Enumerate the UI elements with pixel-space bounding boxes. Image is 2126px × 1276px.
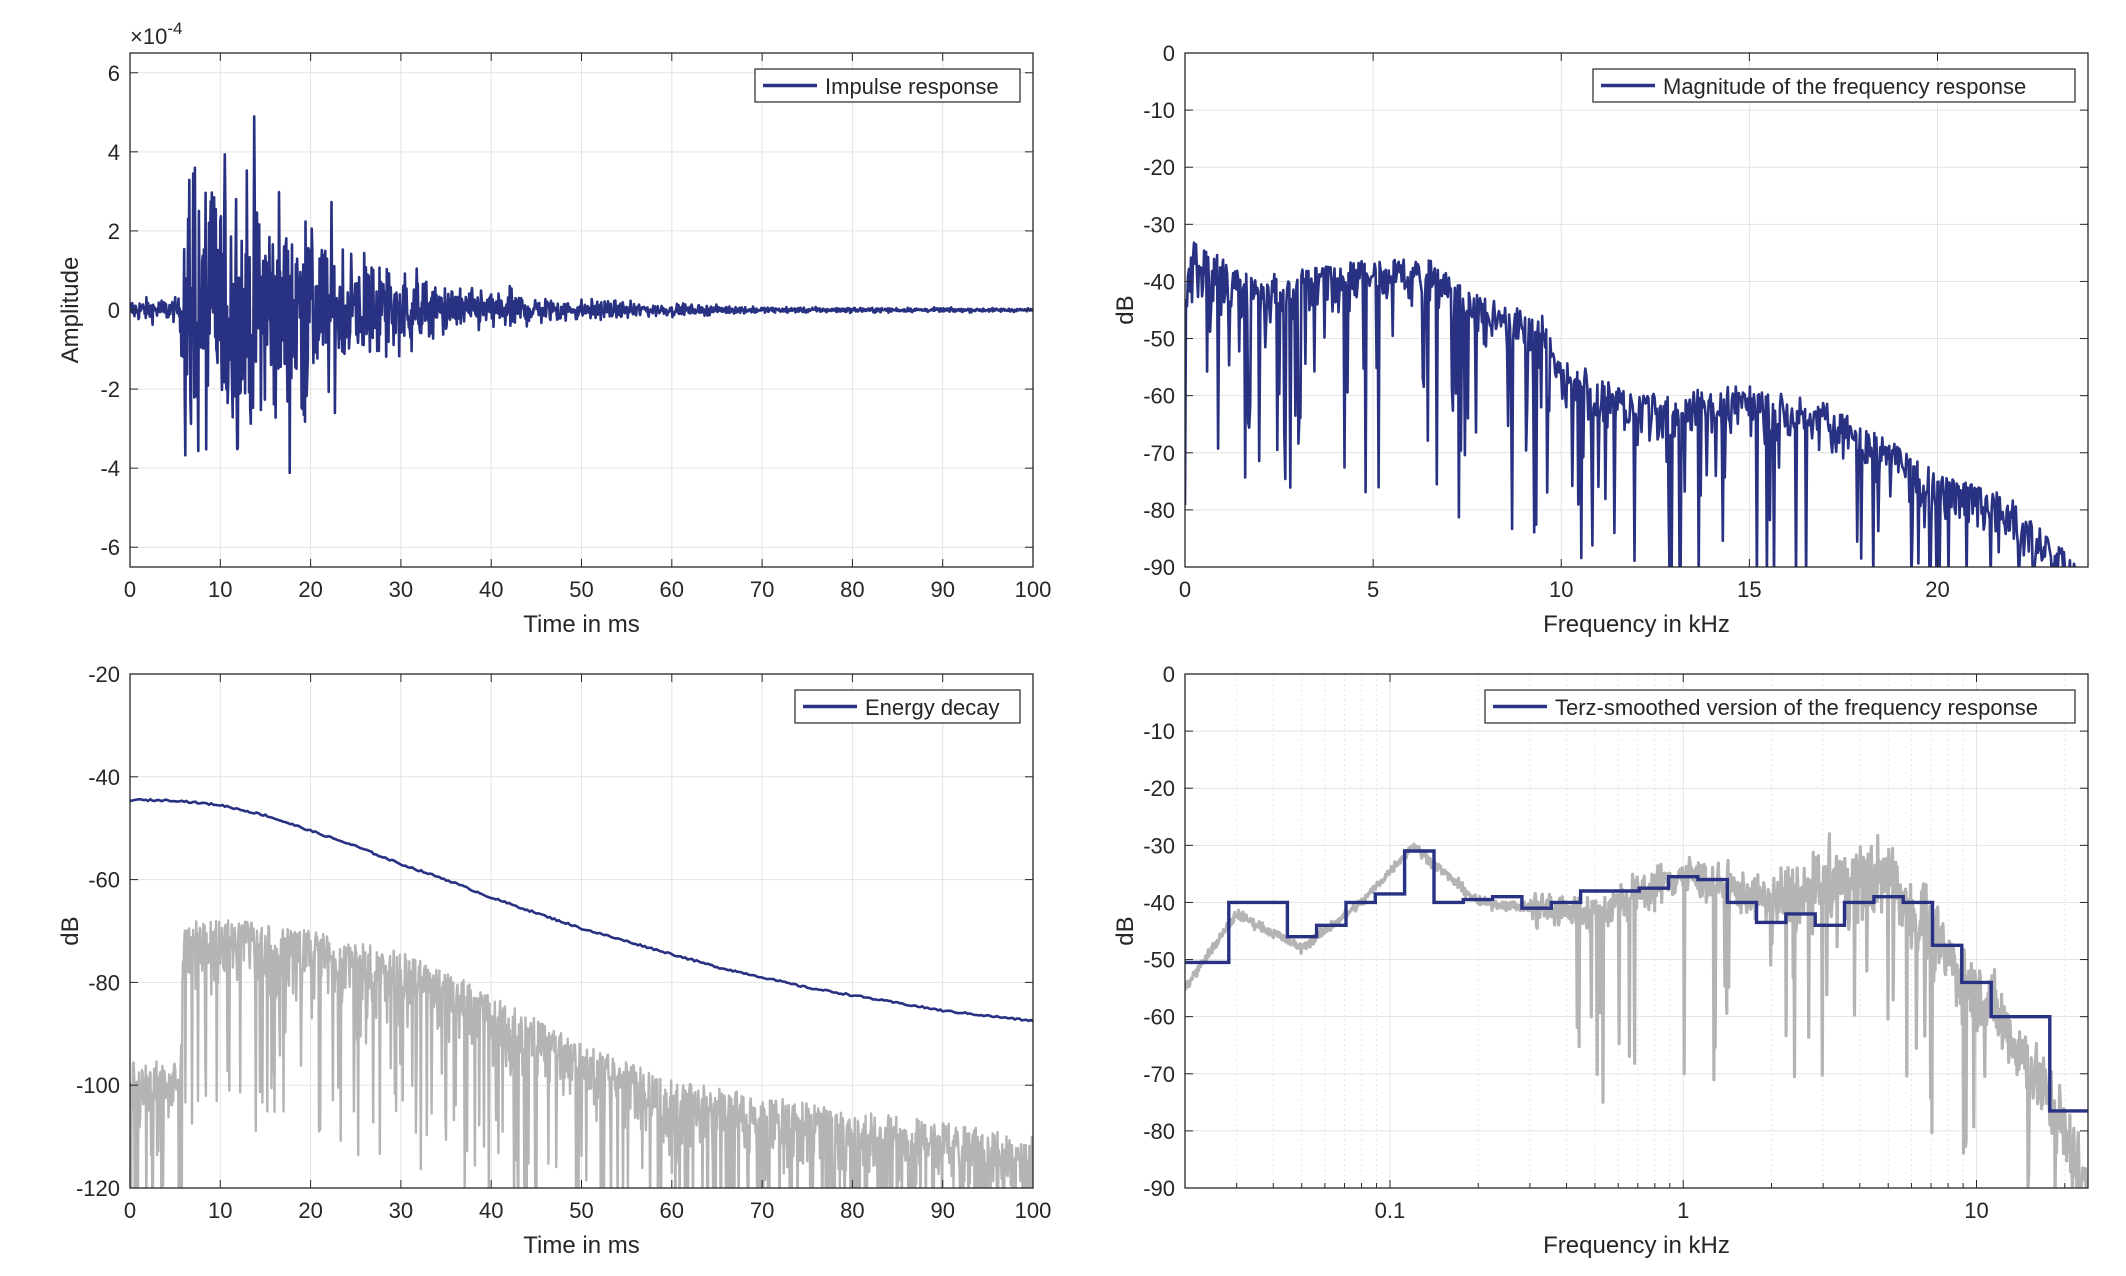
magnitude-legend-label: Magnitude of the frequency response (1663, 74, 2026, 99)
energy-decay-panel: 0 10 20 30 40 50 60 70 80 90 100 -120 -100 -80 -60 -40 -… (57, 662, 1051, 1259)
impulse-response-line (130, 115, 1033, 474)
terz-y-tick-label: 0 (1163, 662, 1175, 687)
terz-y-tick-label: -30 (1143, 833, 1175, 858)
terz-axes-box (1184, 673, 2089, 1189)
energy-x-tick-label: 100 (1015, 1198, 1052, 1223)
energy-data-layer (130, 797, 1033, 1188)
impulse-x-tick-label: 100 (1015, 577, 1052, 602)
magnitude-y-tick-label: -80 (1143, 498, 1175, 523)
magnitude-y-tick-label: -20 (1143, 155, 1175, 180)
terz-y-tick-label: -50 (1143, 948, 1175, 973)
impulse-y-tick-label: -4 (100, 456, 120, 481)
terz-y-tick-label: -10 (1143, 719, 1175, 744)
energy-y-tick-label: -120 (76, 1176, 120, 1201)
energy-x-tick-label: 20 (298, 1198, 322, 1223)
magnitude-x-tick-label: 10 (1549, 577, 1573, 602)
magnitude-x-tick-label: 0 (1179, 577, 1191, 602)
energy-x-axis-label: Time in ms (523, 1232, 639, 1259)
energy-x-tick-label: 0 (124, 1198, 136, 1223)
impulse-legend-label: Impulse response (825, 74, 999, 99)
magnitude-y-tick-label: -90 (1143, 555, 1175, 580)
terz-legend: Terz-smoothed version of the frequency r… (1484, 689, 2076, 724)
magnitude-y-tick-label: -30 (1143, 212, 1175, 237)
impulse-x-tick-label: 0 (124, 577, 136, 602)
impulse-x-tick-label: 60 (660, 577, 684, 602)
energy-x-tick-label: 70 (750, 1198, 774, 1223)
magnitude-response-line (1185, 241, 2077, 567)
impulse-exponent-label: ×10-4 (130, 19, 182, 49)
terz-smoothed-panel: 0.1 1 10 -90 -80 -70 -60 -50 -40 -30 -20 -10 0 Freque… (1112, 662, 2089, 1259)
magnitude-y-tick-label: 0 (1163, 41, 1175, 66)
terz-smoothed-line (1185, 849, 2088, 1113)
impulse-x-tick-label: 50 (569, 577, 593, 602)
terz-y-tick-label: -60 (1143, 1005, 1175, 1030)
terz-y-axis-label: dB (1112, 916, 1139, 945)
terz-y-tick-label: -20 (1143, 776, 1175, 801)
terz-x-tick-label: 10 (1964, 1198, 1988, 1223)
impulse-y-tick-label: 0 (108, 298, 120, 323)
impulse-y-tick-label: -6 (100, 535, 120, 560)
terz-y-tick-label: -80 (1143, 1119, 1175, 1144)
terz-y-tick-label: -90 (1143, 1176, 1175, 1201)
terz-legend-box (1484, 689, 2076, 724)
energy-y-tick-label: -40 (88, 765, 120, 790)
energy-y-tick-label: -20 (88, 662, 120, 687)
terz-x-tick-label: 0.1 (1375, 1198, 1406, 1223)
magnitude-x-tick-label: 15 (1737, 577, 1761, 602)
magnitude-x-tick-label: 20 (1925, 577, 1949, 602)
impulse-y-tick-label: -2 (100, 377, 120, 402)
energy-y-tick-label: -100 (76, 1073, 120, 1098)
impulse-y-axis-label: Amplitude (57, 257, 84, 364)
energy-x-tick-label: 10 (208, 1198, 232, 1223)
impulse-legend: Impulse response (754, 68, 1021, 103)
terz-x-axis-label: Frequency in kHz (1543, 1232, 1730, 1259)
energy-x-tick-label: 30 (389, 1198, 413, 1223)
impulse-y-tick-label: 2 (108, 219, 120, 244)
energy-y-tick-label: -80 (88, 970, 120, 995)
energy-x-tick-label: 60 (660, 1198, 684, 1223)
magnitude-y-tick-label: -50 (1143, 327, 1175, 352)
impulse-x-tick-label: 40 (479, 577, 503, 602)
energy-decay-line (130, 797, 1033, 1023)
terz-data-layer (1185, 832, 2088, 1188)
impulse-x-tick-label: 80 (840, 577, 864, 602)
energy-y-tick-label: -60 (88, 868, 120, 893)
terz-y-tick-label: -40 (1143, 890, 1175, 915)
magnitude-x-axis-label: Frequency in kHz (1543, 611, 1730, 638)
magnitude-y-tick-label: -10 (1143, 98, 1175, 123)
energy-x-tick-label: 90 (930, 1198, 954, 1223)
magnitude-legend: Magnitude of the frequency response (1592, 68, 2076, 103)
energy-x-tick-label: 50 (569, 1198, 593, 1223)
magnitude-y-tick-label: -70 (1143, 441, 1175, 466)
impulse-y-tick-label: 6 (108, 61, 120, 86)
energy-x-tick-label: 40 (479, 1198, 503, 1223)
magnitude-y-tick-label: -40 (1143, 269, 1175, 294)
magnitude-y-axis-label: dB (1112, 295, 1139, 324)
terz-legend-label: Terz-smoothed version of the frequency r… (1555, 695, 2038, 720)
impulse-x-axis-label: Time in ms (523, 611, 639, 638)
magnitude-legend-box (1592, 68, 2076, 103)
energy-legend-label: Energy decay (865, 695, 1000, 720)
energy-legend: Energy decay (794, 689, 1021, 724)
squared-impulse-line (130, 919, 1033, 1188)
impulse-x-tick-label: 30 (389, 577, 413, 602)
magnitude-data-layer (1185, 241, 2077, 567)
magnitude-y-tick-label: -60 (1143, 384, 1175, 409)
impulse-y-tick-label: 4 (108, 140, 120, 165)
impulse-x-tick-label: 70 (750, 577, 774, 602)
impulse-exponent-power: -4 (167, 19, 182, 38)
magnitude-x-tick-label: 5 (1367, 577, 1379, 602)
impulse-x-tick-label: 90 (930, 577, 954, 602)
impulse-response-panel: ×10-4 0 10 20 30 40 50 60 70 80 90 100 -6 -4 -2 0 2 4 6 Ti… (57, 19, 1051, 638)
impulse-x-tick-label: 10 (208, 577, 232, 602)
energy-y-axis-label: dB (57, 916, 84, 945)
energy-x-tick-label: 80 (840, 1198, 864, 1223)
terz-y-tick-label: -70 (1143, 1062, 1175, 1087)
impulse-x-tick-label: 20 (298, 577, 322, 602)
impulse-data-layer (130, 115, 1033, 474)
magnitude-axes-box (1184, 52, 2089, 568)
terz-x-tick-label: 1 (1677, 1198, 1689, 1223)
magnitude-panel: 0 5 10 15 20 -90 -80 -70 -60 -50 -40 -30 -20 -10 0 Freq… (1112, 41, 2089, 638)
